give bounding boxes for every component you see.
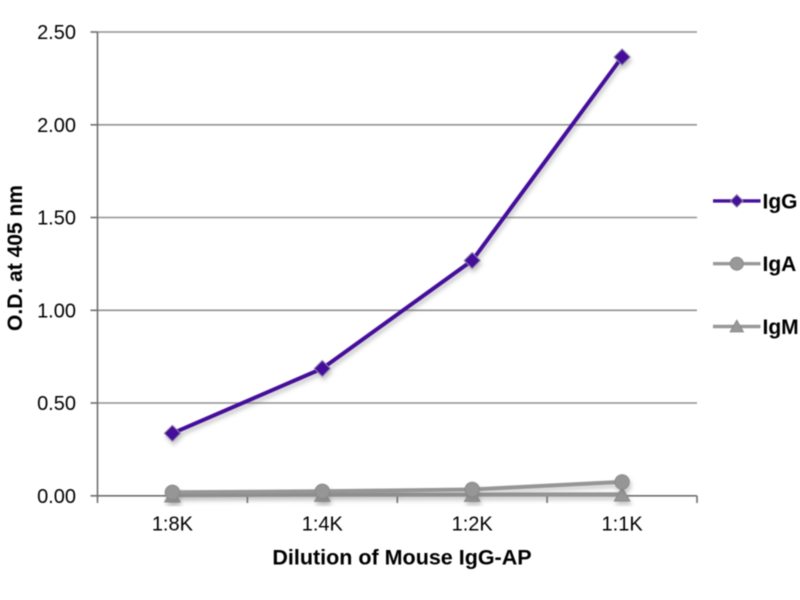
svg-text:IgG: IgG (763, 190, 798, 213)
svg-text:1:1K: 1:1K (602, 514, 644, 536)
svg-text:1:4K: 1:4K (302, 514, 344, 536)
svg-text:IgA: IgA (763, 253, 797, 276)
svg-text:1.00: 1.00 (37, 300, 76, 322)
svg-text:Dilution of Mouse IgG-AP: Dilution of Mouse IgG-AP (272, 546, 531, 570)
svg-text:2.50: 2.50 (37, 22, 76, 44)
svg-text:IgM: IgM (763, 316, 799, 339)
svg-text:O.D. at 405 nm: O.D. at 405 nm (4, 185, 27, 331)
svg-text:1:8K: 1:8K (152, 514, 194, 536)
svg-text:0.00: 0.00 (37, 486, 76, 508)
svg-text:1:2K: 1:2K (452, 514, 494, 536)
svg-text:0.50: 0.50 (37, 393, 76, 415)
svg-text:1.50: 1.50 (37, 208, 76, 230)
svg-text:2.00: 2.00 (37, 115, 76, 137)
